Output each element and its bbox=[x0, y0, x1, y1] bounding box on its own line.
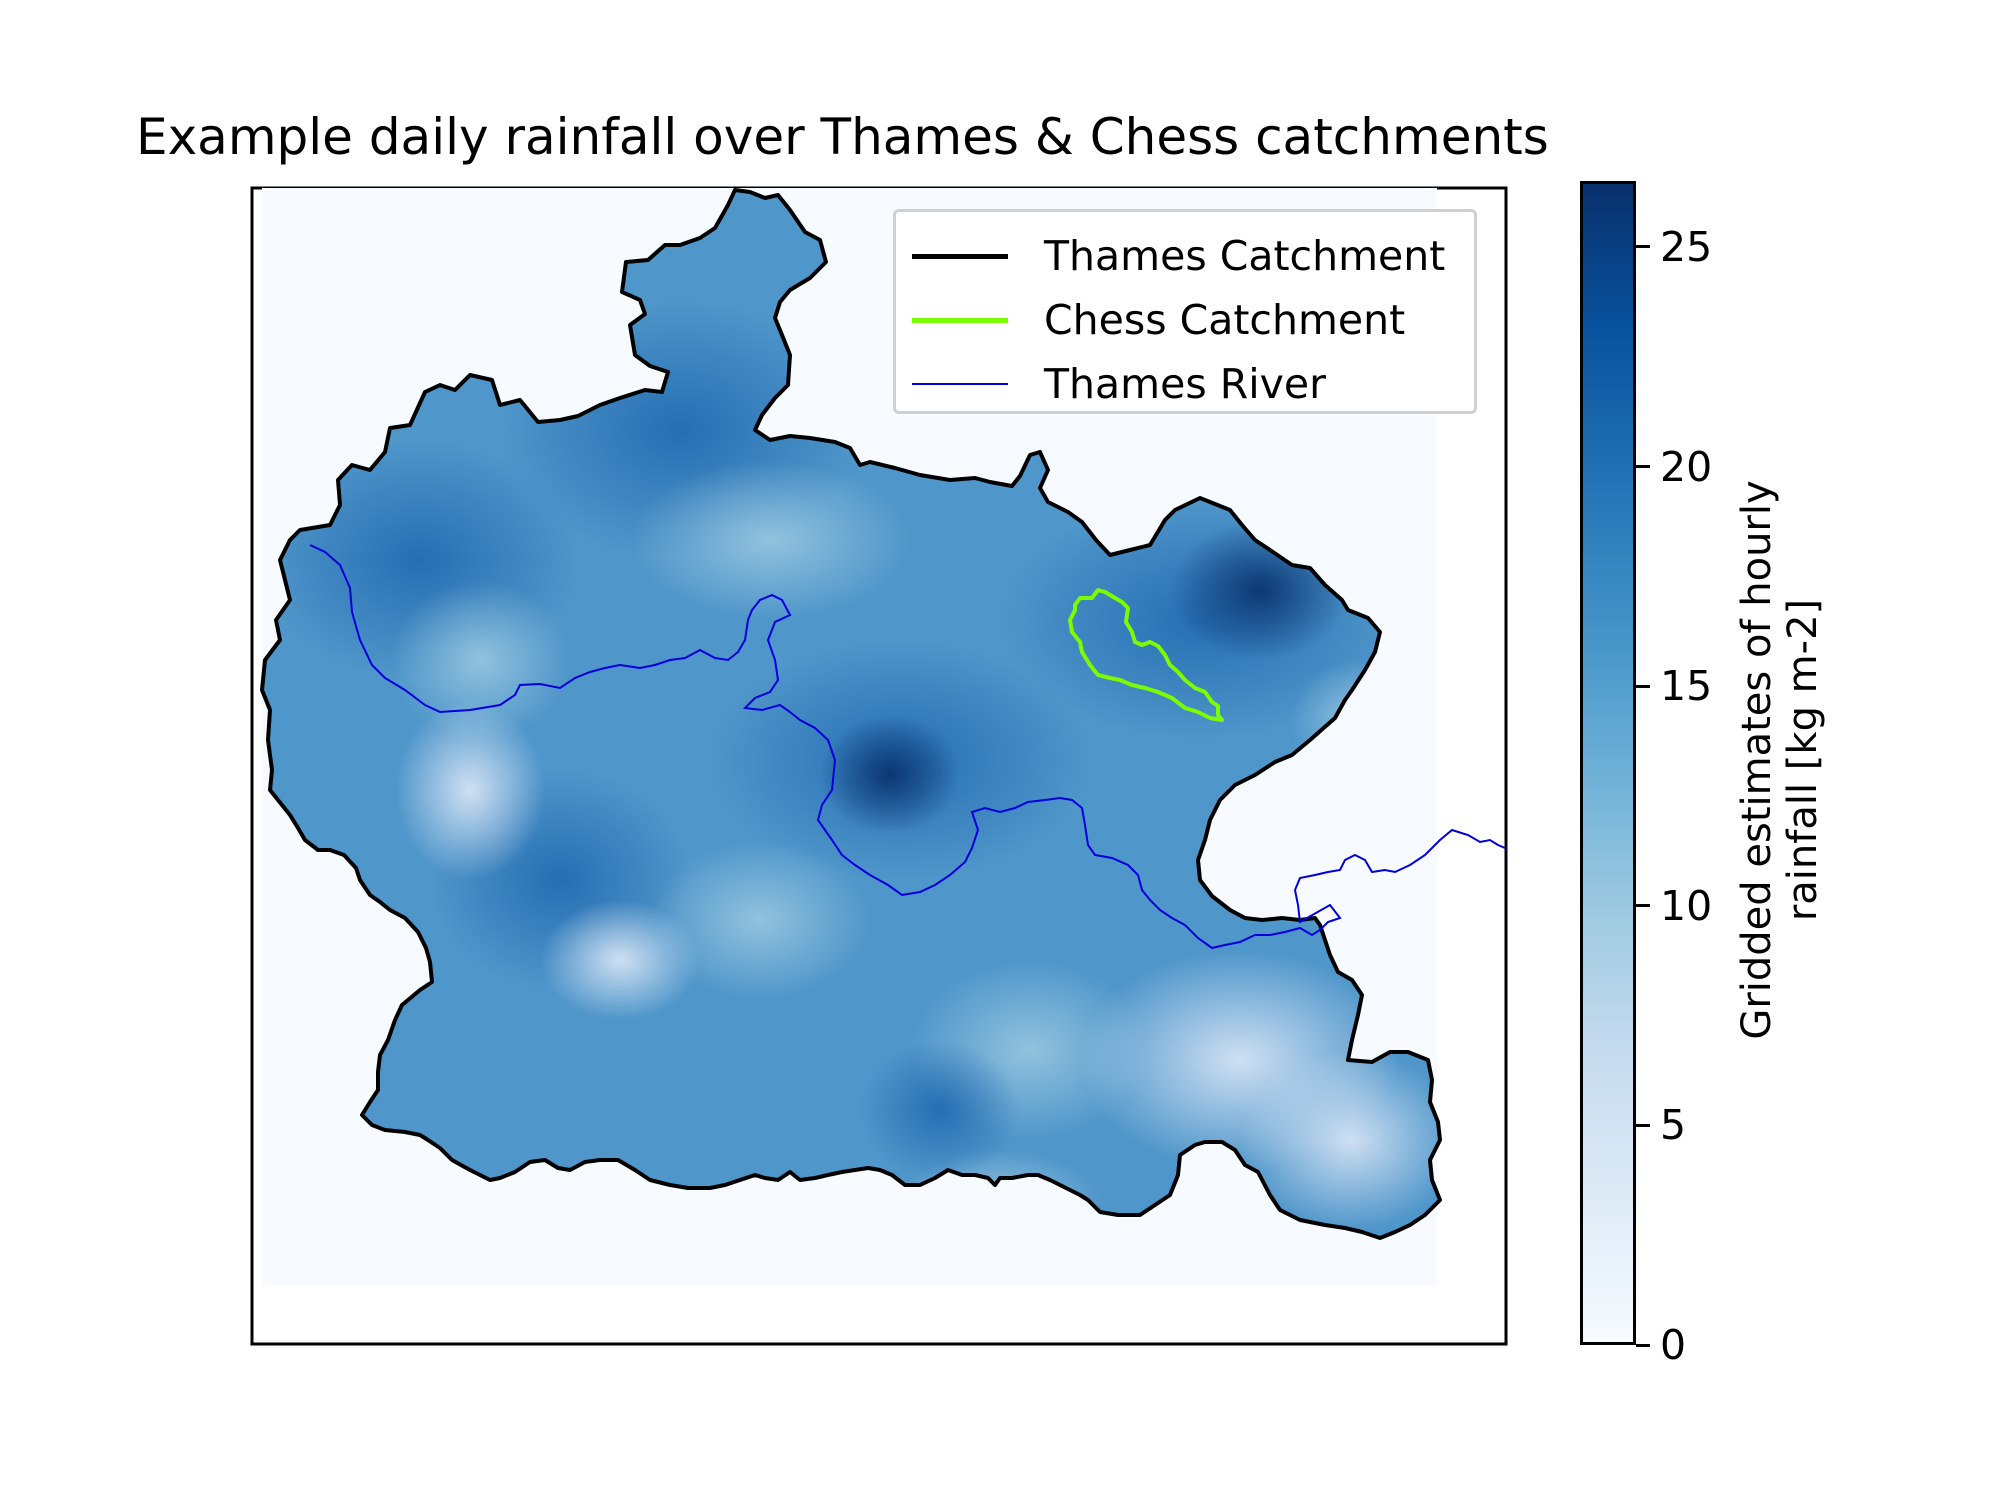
colorbar-tick-label: 15 bbox=[1660, 662, 1713, 711]
colorbar-tick bbox=[1636, 904, 1650, 908]
colorbar-tick-label: 20 bbox=[1660, 442, 1713, 491]
thames-river-line bbox=[309, 544, 1506, 950]
colorbar bbox=[1580, 181, 1636, 1345]
colorbar-tick-label: 25 bbox=[1660, 222, 1713, 271]
colorbar-tick-label: 10 bbox=[1660, 881, 1713, 930]
legend: Thames Catchment Chess Catchment Thames … bbox=[893, 209, 1477, 414]
colorbar-tick bbox=[1636, 465, 1650, 468]
legend-swatch-thames-catchment bbox=[912, 253, 1008, 259]
legend-label: Thames River bbox=[1044, 360, 1326, 408]
colorbar-tick bbox=[1636, 1343, 1650, 1347]
colorbar-tick bbox=[1636, 684, 1650, 688]
legend-swatch-thames-river bbox=[912, 383, 1008, 385]
legend-item-thames-catchment: Thames Catchment bbox=[912, 226, 1445, 286]
legend-item-chess-catchment: Chess Catchment bbox=[912, 290, 1405, 350]
colorbar-tick bbox=[1636, 245, 1650, 249]
chart-title: Example daily rainfall over Thames & Che… bbox=[136, 108, 1549, 166]
colorbar-tick-label: 5 bbox=[1660, 1101, 1687, 1150]
colorbar-tick bbox=[1636, 1123, 1650, 1127]
colorbar-label-line2: rainfall [kg m-2] bbox=[1780, 598, 1826, 922]
chess-catchment-outline bbox=[1068, 588, 1224, 722]
colorbar-label-line1: Gridded estimates of hourly bbox=[1734, 480, 1780, 1040]
legend-swatch-chess-catchment bbox=[912, 317, 1008, 323]
legend-item-thames-river: Thames River bbox=[912, 354, 1326, 414]
legend-label: Thames Catchment bbox=[1044, 232, 1446, 280]
colorbar-tick-label: 0 bbox=[1660, 1321, 1687, 1369]
legend-label: Chess Catchment bbox=[1044, 296, 1406, 344]
